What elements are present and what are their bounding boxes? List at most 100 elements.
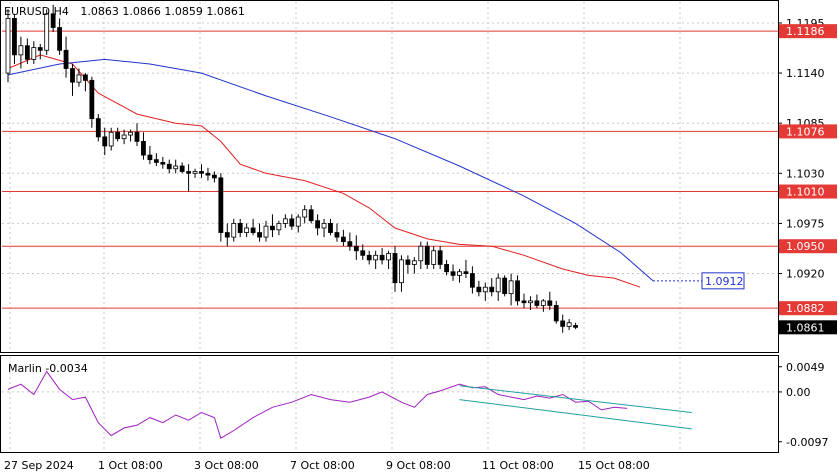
candle-body [431, 250, 437, 265]
candle-body [89, 79, 95, 120]
current-price-box [779, 320, 837, 335]
candle-body [405, 259, 411, 265]
candle-body [547, 300, 553, 306]
oscillator [2, 370, 778, 439]
candle-body [18, 45, 24, 56]
candle-body [134, 131, 140, 142]
level-price-box [779, 239, 837, 254]
level-price-box [779, 184, 837, 199]
candle-body [224, 232, 230, 238]
candle-body [399, 259, 404, 284]
candle-body [379, 254, 385, 261]
candle-body [199, 171, 204, 174]
candle-body [270, 225, 275, 231]
candle-body [353, 245, 359, 252]
candle-body [386, 253, 391, 261]
oscillator-line [7, 370, 628, 439]
candle-body [121, 134, 127, 140]
y-tick-label: 1.1030 [786, 167, 825, 180]
osc-tick-label: -0.0097 [786, 436, 828, 449]
candle-body [502, 277, 508, 294]
osc-tick-label: 0.00 [786, 386, 811, 399]
candle-body [50, 13, 56, 28]
candle-body [508, 280, 514, 294]
candle-body [476, 286, 482, 293]
candle-body [328, 223, 333, 233]
channel-line [459, 399, 692, 430]
level-price-label: 1.1010 [786, 186, 825, 199]
osc-tick-label: 0.0049 [786, 361, 825, 374]
candle-body [31, 47, 37, 60]
candle-body [321, 223, 327, 229]
level-price-box [779, 301, 837, 316]
candle-body [211, 174, 217, 179]
candle-body [560, 320, 566, 327]
candle-body [315, 220, 321, 229]
candle-body [37, 47, 43, 51]
candle-body [237, 223, 243, 233]
candle-body [373, 254, 379, 261]
level-price-label: 1.0882 [786, 302, 825, 315]
candle-body [534, 300, 540, 306]
candle-body [141, 141, 146, 156]
candle-body [437, 250, 443, 265]
candle-body [192, 171, 198, 174]
candle-body [566, 322, 572, 327]
candle-body [457, 271, 462, 276]
candle-body [495, 277, 501, 293]
candle-body [5, 18, 11, 74]
x-tick-label: 9 Oct 08:00 [386, 459, 451, 472]
fast-ma-line [7, 54, 641, 288]
candle-body [340, 236, 346, 243]
ohlc-values: 1.0863 1.0866 1.0859 1.0861 [80, 5, 244, 18]
candle-body [392, 253, 398, 284]
candle-body [76, 74, 82, 83]
candle-body [540, 300, 546, 306]
candle-body [289, 218, 295, 227]
candle-body [115, 131, 121, 140]
candle-body [489, 286, 495, 293]
ma-value-box [701, 272, 745, 290]
level-price-box [779, 24, 837, 39]
candle-body [302, 209, 308, 218]
candle-body [218, 177, 224, 233]
candle-body [469, 273, 475, 288]
candle-body [411, 260, 417, 265]
y-tick-label: 1.0975 [786, 217, 825, 230]
grid-lines [2, 2, 778, 451]
candle-body [450, 271, 456, 276]
indicator-label: Marlin -0.0034 [8, 362, 88, 375]
candle-body [360, 250, 366, 256]
channel-line [459, 385, 692, 413]
y-tick-label: 1.0920 [786, 268, 825, 281]
candle-body [366, 254, 372, 261]
horizontal-levels [2, 30, 778, 309]
candlesticks [5, 4, 578, 333]
candle-body [521, 300, 527, 304]
candle-body [70, 68, 75, 83]
indicator-panel-frame [0, 355, 779, 453]
main-panel-frame [0, 0, 779, 353]
x-tick-label: 1 Oct 08:00 [98, 459, 163, 472]
x-tick-label: 15 Oct 08:00 [578, 459, 650, 472]
candle-body [515, 280, 520, 302]
candle-body [334, 232, 340, 238]
current-price-label: 1.0861 [786, 321, 825, 334]
candle-body [44, 13, 50, 51]
candle-body [24, 45, 30, 60]
candle-body [160, 161, 166, 165]
candle-body [244, 227, 250, 233]
candle-body [444, 264, 450, 273]
candle-body [250, 227, 256, 233]
x-tick-label: 11 Oct 08:00 [482, 459, 554, 472]
candle-body [263, 225, 269, 238]
candle-body [153, 159, 159, 163]
x-tick-label: 27 Sep 2024 [4, 459, 74, 472]
candle-body [179, 165, 185, 172]
candle-body [128, 131, 133, 136]
candle-body [95, 118, 101, 138]
candle-body [276, 223, 282, 231]
x-tick-label: 3 Oct 08:00 [194, 459, 259, 472]
candle-body [424, 245, 430, 265]
